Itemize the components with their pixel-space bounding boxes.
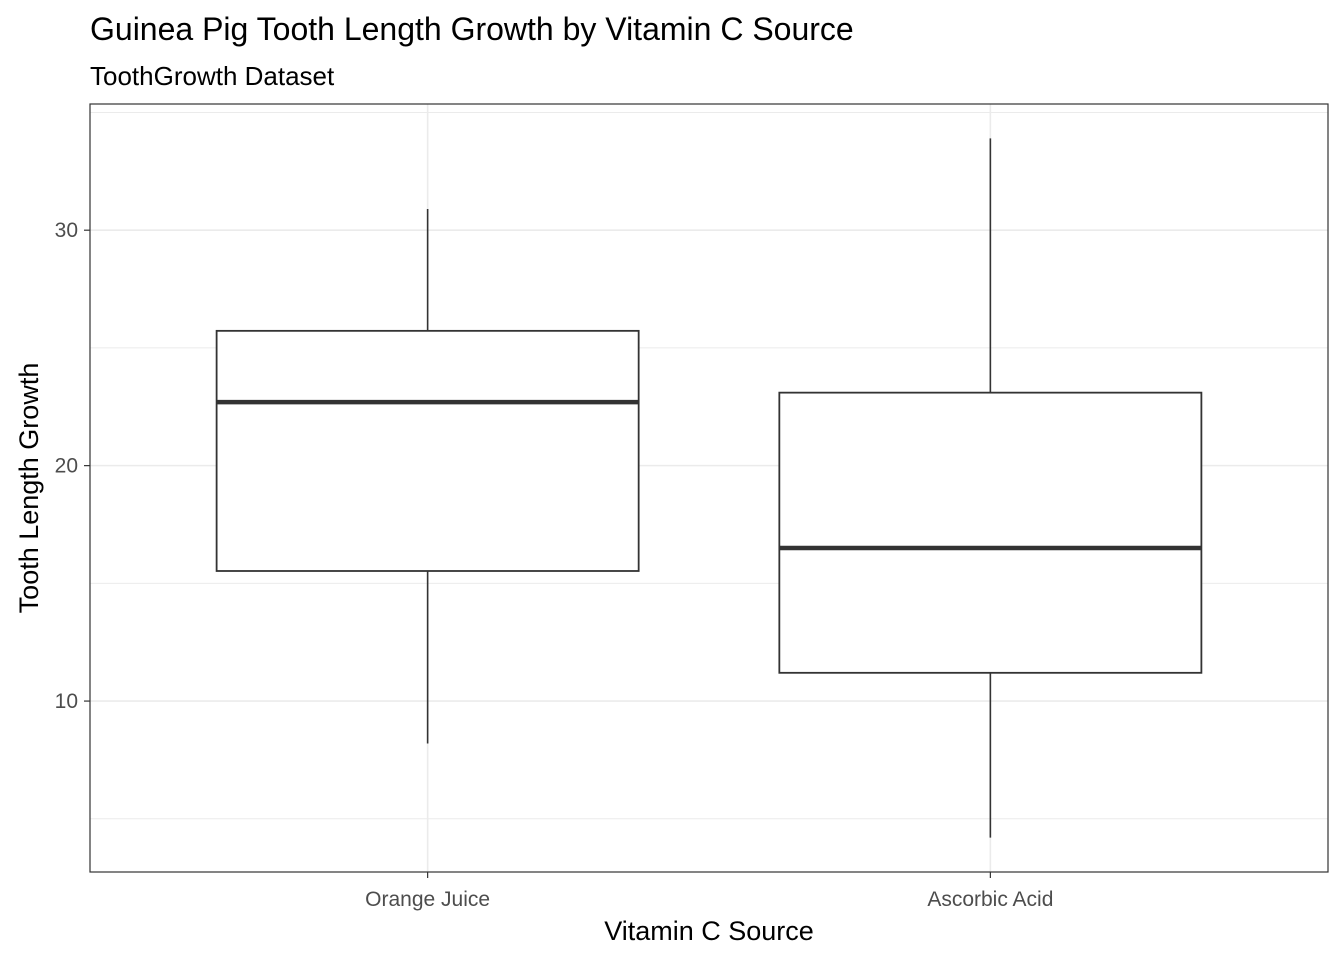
x-tick-label: Orange Juice bbox=[365, 888, 490, 911]
panel-border bbox=[89, 103, 1329, 873]
y-axis-title: Tooth Length Growth bbox=[14, 363, 44, 614]
axes: 10 20 30 Orange Juice Ascorbic Acid bbox=[55, 219, 1054, 911]
chart-title: Guinea Pig Tooth Length Growth by Vitami… bbox=[90, 11, 854, 47]
chart-subtitle: ToothGrowth Dataset bbox=[90, 61, 335, 91]
y-tick-label: 10 bbox=[55, 690, 78, 713]
box-iqr bbox=[778, 391, 1203, 674]
x-axis-title: Vitamin C Source bbox=[604, 916, 814, 946]
boxplots bbox=[215, 138, 1203, 838]
x-tick-label: Ascorbic Acid bbox=[927, 888, 1053, 911]
box-iqr bbox=[215, 329, 640, 572]
boxplot bbox=[778, 138, 1203, 838]
y-tick-label: 20 bbox=[55, 455, 78, 478]
y-tick-label: 30 bbox=[55, 219, 78, 242]
boxplot bbox=[215, 209, 640, 744]
